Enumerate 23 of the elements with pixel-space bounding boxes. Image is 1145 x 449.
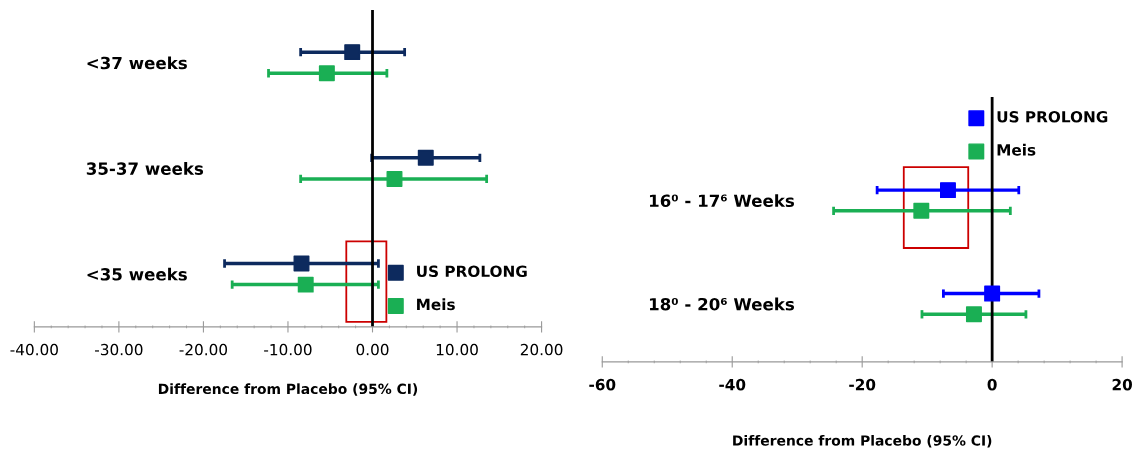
x-tick-label: -40.00 <box>10 343 58 356</box>
y-tick-label: 35-37 weeks <box>86 162 204 175</box>
y-tick-label: <37 weeks <box>87 56 187 70</box>
x-tick-label: 0 <box>987 378 997 391</box>
y-tick-label: 18⁰ - 20⁶ Weeks <box>649 297 795 311</box>
legend-label: Meis <box>997 143 1036 156</box>
x-tick-label: -40 <box>719 378 746 391</box>
x-tick-label: -20.00 <box>179 343 228 356</box>
x-tick-label: 20.00 <box>520 343 563 356</box>
x-tick-label: -20 <box>849 378 876 391</box>
legend-label: US PROLONG <box>997 111 1108 123</box>
x-tick-label: 10.00 <box>436 343 478 356</box>
x-tick-label: 0.00 <box>356 343 389 356</box>
x-tick-label: -10.00 <box>264 343 312 356</box>
legend-label: US PROLONG <box>417 265 527 278</box>
x-axis-title: Difference from Placebo (95% CI) <box>158 383 418 396</box>
legend-label: Meis <box>417 298 455 311</box>
y-tick-label: <35 weeks <box>87 267 187 281</box>
x-axis-title: Difference from Placebo (95% CI) <box>733 435 992 448</box>
x-tick-label: -60 <box>589 378 616 391</box>
x-tick-label: 20 <box>1112 378 1132 391</box>
y-tick-label: 16⁰ - 17⁶ Weeks <box>649 194 795 208</box>
x-tick-label: -30.00 <box>95 343 143 356</box>
